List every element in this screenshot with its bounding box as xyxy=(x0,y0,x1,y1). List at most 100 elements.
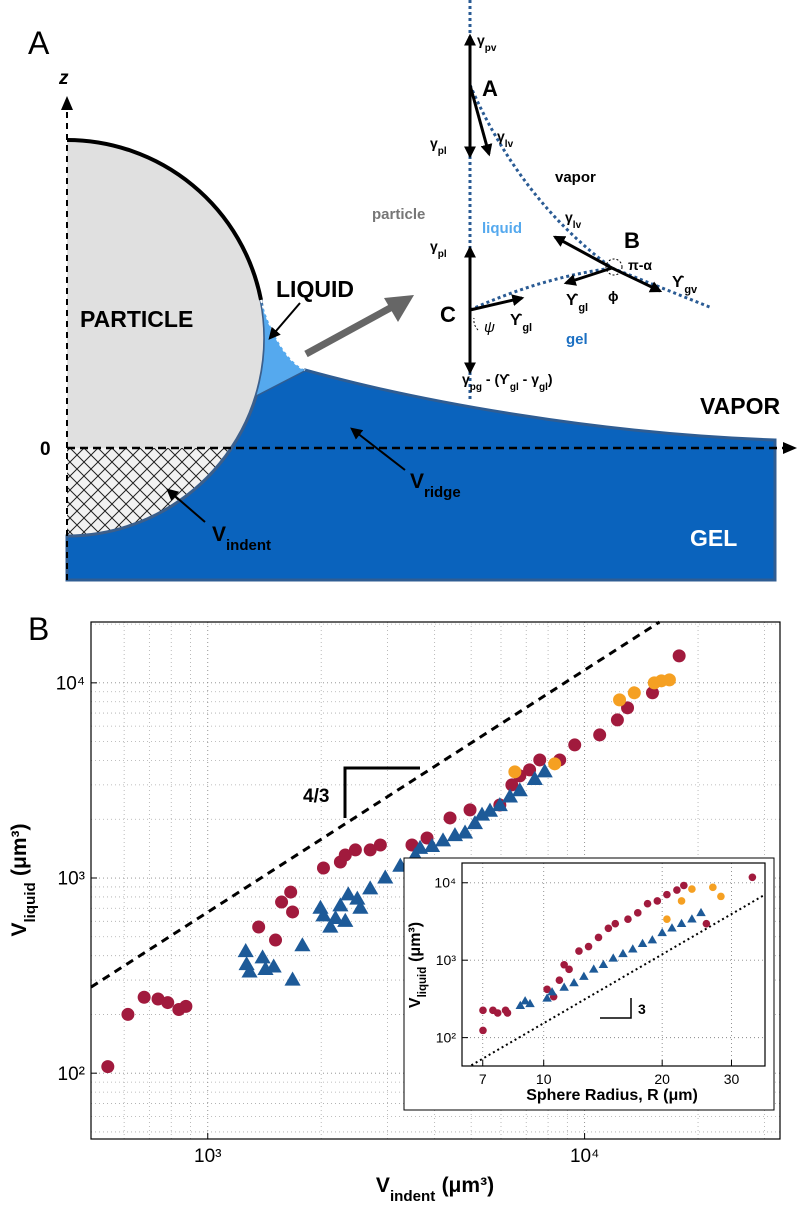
arrow xyxy=(563,266,613,286)
angle-mark xyxy=(473,317,479,331)
data-point xyxy=(676,918,687,927)
data-point xyxy=(348,843,362,857)
gel-label: GEL xyxy=(690,525,737,551)
data-point xyxy=(315,907,332,922)
data-point xyxy=(653,897,662,905)
data-point xyxy=(688,885,696,893)
data-point xyxy=(717,892,725,901)
plot-frame xyxy=(461,862,766,1067)
data-point xyxy=(337,912,354,927)
data-point xyxy=(479,1026,487,1035)
subscript: gl xyxy=(578,302,588,314)
subscript: liquid xyxy=(22,882,39,922)
data-point xyxy=(362,880,379,895)
data-point xyxy=(363,843,377,857)
tension-label: γpv xyxy=(477,32,497,54)
region-label: liquid xyxy=(482,220,522,237)
data-point xyxy=(663,915,671,924)
symbol: ϒ xyxy=(672,274,685,291)
data-point xyxy=(252,920,266,934)
data-point xyxy=(275,895,289,909)
stress-label: ϒgl xyxy=(566,292,588,314)
subscript: pl xyxy=(438,146,447,157)
data-point xyxy=(515,1000,526,1009)
symbol: V xyxy=(8,923,31,937)
subscript: gl xyxy=(522,322,532,334)
symbol: - γ xyxy=(519,371,539,387)
data-point xyxy=(523,763,537,777)
data-point xyxy=(663,890,671,899)
symbol: γ xyxy=(477,32,485,48)
data-point xyxy=(598,959,609,969)
data-point xyxy=(525,998,535,1008)
arrow xyxy=(552,235,613,270)
data-point xyxy=(594,933,603,942)
particle-label: PARTICLE xyxy=(80,306,193,332)
subscript: indent xyxy=(226,537,271,554)
data-point xyxy=(560,960,568,969)
data-point xyxy=(610,713,624,727)
data-point xyxy=(322,918,339,933)
data-point xyxy=(621,701,635,715)
data-point xyxy=(137,990,151,1004)
symbol: V xyxy=(410,470,424,493)
data-point xyxy=(579,971,589,980)
inset-background xyxy=(403,857,775,1111)
tension-label: γlv xyxy=(497,128,514,150)
y-tick-label: 10³ xyxy=(58,869,85,890)
axis-label: Vliquid (μm³) xyxy=(8,823,39,936)
liquid-label: LIQUID xyxy=(276,276,354,302)
data-point xyxy=(503,1009,512,1017)
data-point xyxy=(533,753,547,767)
slope-marker xyxy=(343,766,420,818)
particle-edge-wet xyxy=(66,299,267,538)
data-point xyxy=(338,848,352,862)
symbol: V xyxy=(212,523,226,546)
data-point xyxy=(443,811,457,825)
data-point xyxy=(491,797,508,812)
symbol: V xyxy=(376,1174,390,1197)
particle-shape xyxy=(67,140,265,536)
data-point xyxy=(696,907,706,917)
zero-arrow xyxy=(783,442,797,454)
data-point xyxy=(647,935,658,944)
data-point xyxy=(101,1060,115,1074)
x-tick-label: 30 xyxy=(724,1071,740,1087)
force-arrows xyxy=(464,33,663,375)
y-tick-label: 10³ xyxy=(436,952,457,968)
data-point xyxy=(265,958,282,973)
symbol: γ xyxy=(462,371,470,387)
panel-label: A xyxy=(28,25,50,61)
data-point xyxy=(542,993,552,1002)
point-label: C xyxy=(440,302,456,327)
data-point xyxy=(493,1009,502,1017)
data-point xyxy=(373,838,387,852)
balance-label: γpg - (ϒgl - γgl) xyxy=(462,371,553,393)
region-label: gel xyxy=(566,331,588,348)
subscript: lv xyxy=(505,139,514,150)
data-point xyxy=(555,976,564,985)
data-point xyxy=(677,897,686,905)
zoom-arrow xyxy=(304,303,394,358)
data-point xyxy=(633,909,642,917)
zero-label: 0 xyxy=(40,439,51,460)
zoom-arrow-head xyxy=(384,295,414,322)
data-point xyxy=(536,763,553,778)
data-point xyxy=(645,686,659,700)
data-point xyxy=(624,915,632,924)
data-point xyxy=(377,869,394,884)
data-point xyxy=(241,963,258,978)
data-point xyxy=(584,942,593,951)
x-tick-label: 7 xyxy=(479,1071,487,1087)
subscript: gl xyxy=(510,382,519,393)
data-point xyxy=(316,861,330,875)
subscript: pg xyxy=(470,382,482,393)
angle-mark xyxy=(605,258,623,276)
panel-label: B xyxy=(28,611,49,647)
axis-label: Vliquid (μm³) xyxy=(407,922,429,1008)
data-point xyxy=(559,982,569,991)
data-point xyxy=(501,788,519,803)
x-tick-label: 20 xyxy=(654,1071,670,1087)
subscript: pv xyxy=(485,43,497,54)
